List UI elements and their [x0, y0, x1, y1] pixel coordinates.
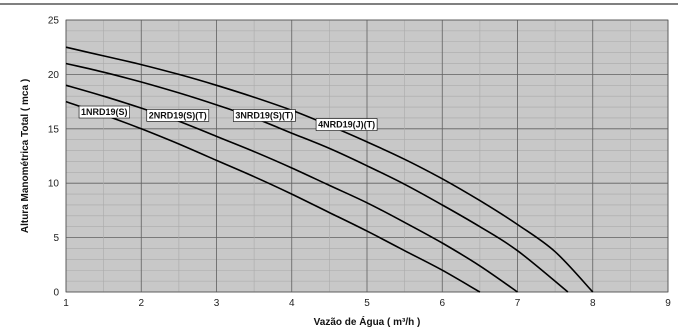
curve-label-box-1 [78, 105, 130, 119]
x-tick-label: 8 [590, 298, 596, 309]
y-tick-label: 5 [53, 233, 59, 244]
y-axis-title: Altura Manométrica Total ( mca ) [20, 79, 31, 233]
curve-label-box-4 [315, 118, 378, 131]
x-tick-labels: 1 2 3 4 5 6 7 8 9 [63, 298, 671, 309]
grid-lines [65, 19, 669, 293]
curve-label-1: 1NRD19(S) [81, 107, 128, 117]
curve-series-1 [65, 100, 481, 293]
x-tick-label: 1 [63, 298, 69, 309]
x-tick-label: 2 [138, 298, 144, 309]
plot-border [65, 19, 669, 293]
x-tick-label: 3 [214, 298, 220, 309]
curve-label-3: 3NRD19(S)(T) [235, 110, 293, 120]
y-tick-label: 0 [53, 288, 59, 299]
x-tick-label: 4 [289, 298, 295, 309]
y-tick-label: 25 [48, 16, 60, 27]
curve-series-3 [65, 62, 569, 293]
x-tick-label: 6 [439, 298, 445, 309]
y-tick-label: 15 [48, 124, 60, 135]
curve-label-4: 4NRD19(J)(T) [318, 120, 375, 130]
x-axis-title: Vazão de Água ( m³/h ) [314, 315, 421, 328]
curve-label-group-4: 4NRD19(J)(T) [315, 118, 378, 131]
curve-label-group-2: 2NRD19(S)(T) [146, 109, 210, 122]
curve-labels: 1NRD19(S) 2NRD19(S)(T) 3NRD19(S)(T) 4NRD19(… [78, 105, 378, 131]
y-tick-labels: 0 5 10 15 20 25 [48, 16, 60, 299]
curve-label-box-3 [233, 109, 296, 122]
curve-label-box-2 [146, 109, 210, 122]
curve-label-group-1: 1NRD19(S) [78, 105, 130, 119]
x-tick-label: 7 [515, 298, 521, 309]
x-tick-label: 5 [364, 298, 370, 309]
y-tick-label: 10 [48, 179, 60, 190]
curve-label-group-3: 3NRD19(S)(T) [233, 109, 296, 122]
curve-series-2 [65, 84, 518, 293]
x-tick-label: 9 [665, 298, 671, 309]
curve-label-2: 2NRD19(S)(T) [149, 110, 207, 120]
y-tick-label: 20 [48, 70, 60, 81]
